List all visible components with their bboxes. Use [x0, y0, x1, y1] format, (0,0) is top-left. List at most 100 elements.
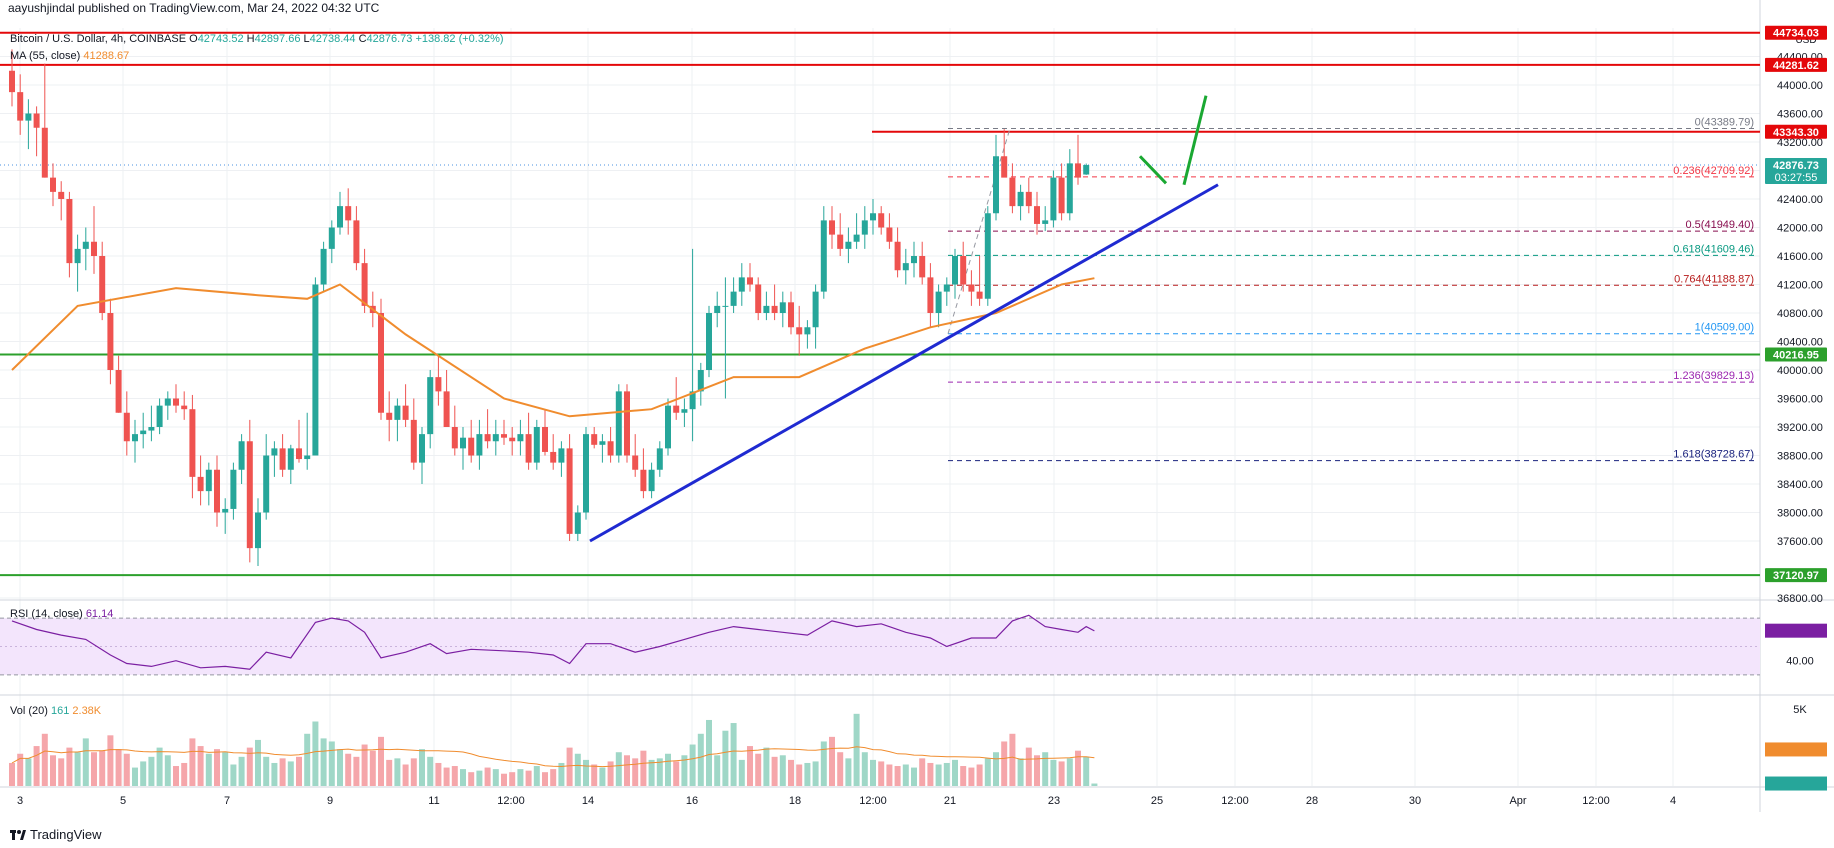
candle-body [173, 398, 179, 406]
volume-bar [1034, 755, 1040, 786]
candle-body [33, 113, 40, 128]
legend-part: Vol (20) [10, 705, 51, 717]
candle-body [845, 241, 852, 249]
volume-bar [501, 773, 507, 786]
legend-part: +138.82 (+0.32%) [415, 33, 503, 45]
volume-bar [345, 753, 352, 786]
candle-body [148, 427, 155, 431]
x-tick-label: 12:00 [497, 795, 525, 807]
candle-body [255, 512, 261, 549]
volume-bar [747, 746, 753, 786]
badge-support-2: 37120.97 [1773, 570, 1819, 582]
candle-body [238, 441, 245, 470]
y-tick-label: 38000.00 [1777, 508, 1823, 520]
volume-bar [763, 747, 770, 786]
y-tick-label: 39200.00 [1777, 422, 1823, 434]
candle-body [222, 508, 229, 513]
volume-bar [935, 764, 942, 786]
volume-bar [287, 761, 294, 786]
volume-bar [337, 749, 343, 786]
candle-body [984, 213, 991, 299]
candle-body [271, 448, 278, 456]
volume-bar [263, 756, 270, 786]
volume-bar [1009, 733, 1016, 786]
volume-bar [804, 762, 811, 786]
legend-part: 42876.73 [367, 33, 416, 45]
candle-body [656, 448, 663, 470]
volume-bar [140, 761, 147, 786]
candle-body [320, 248, 327, 285]
volume-tick-label: 5K [1793, 704, 1807, 716]
candle-body [1025, 191, 1032, 207]
legend-part: H [247, 33, 255, 45]
volume-ma-line [11, 746, 1095, 768]
trend-drawings [589, 95, 1219, 543]
volume-bar [394, 758, 401, 786]
candle-body [583, 434, 589, 513]
candle-body [738, 277, 745, 292]
candle-body [501, 434, 507, 438]
badge-resistance-1-bg [1765, 57, 1827, 72]
volume-bar [1017, 758, 1024, 786]
volume-bar [304, 733, 311, 786]
candle-body [509, 437, 516, 442]
volume-bar [878, 761, 885, 786]
legend-part: 2.38K [72, 705, 101, 717]
candle-body [517, 434, 524, 442]
volume-bar [1050, 759, 1057, 786]
candle-body [17, 92, 24, 121]
y-tick-label: 37600.00 [1777, 536, 1823, 548]
volume-bar [591, 764, 598, 786]
y-tick-label: 40400.00 [1777, 337, 1823, 349]
candle-body [378, 313, 384, 413]
chart-labels: Bitcoin / U.S. Dollar, 4h, COINBASE O427… [10, 33, 504, 717]
volume-bar [820, 741, 827, 786]
volume-bar [632, 758, 639, 786]
volume-bar [812, 761, 819, 786]
x-tick-label: 23 [1048, 795, 1060, 807]
volume-bar [886, 764, 893, 786]
volume-bar [517, 769, 524, 786]
candle-body [41, 127, 48, 178]
volume-bar [468, 772, 475, 786]
candle-body [156, 405, 163, 427]
candle-body [886, 227, 893, 242]
badge-top: 44734.03 [1773, 28, 1819, 40]
y-tick-label: 41200.00 [1777, 280, 1823, 292]
candle-body [1066, 163, 1073, 214]
trend-line [589, 183, 1219, 543]
volume-bar [386, 759, 393, 786]
y-tick-label: 40000.00 [1777, 365, 1823, 377]
candle-body [189, 409, 196, 477]
volume-bar [919, 758, 926, 786]
y-tick-label: 36800.00 [1777, 593, 1823, 605]
candle-body [1050, 177, 1057, 221]
candle-body [82, 241, 89, 249]
footer-logo[interactable]: TradingView [10, 827, 102, 842]
volume-bar [861, 752, 868, 786]
volume-bar [164, 755, 171, 786]
volume-bar [435, 762, 442, 786]
volume-bar [574, 753, 581, 786]
volume-bar [1066, 758, 1073, 786]
candle-body [697, 370, 704, 392]
candle-body [837, 234, 844, 249]
y-tick-label: 43600.00 [1777, 109, 1823, 121]
volume-bar [320, 738, 327, 786]
volume-bar [779, 755, 786, 786]
volume-bar [123, 753, 130, 786]
y-tick-label: 38800.00 [1777, 451, 1823, 463]
volume-bar [566, 747, 573, 786]
volume-bar [509, 772, 516, 786]
volume-bar [968, 767, 975, 786]
candle-body [9, 70, 15, 93]
volume-bar [25, 758, 32, 786]
volume-bar [1001, 741, 1008, 786]
fib-level-label: 0.764(41188.87) [1674, 273, 1754, 285]
candle-body [460, 437, 466, 449]
candle-body [181, 405, 188, 410]
candle-body [689, 391, 696, 410]
candle-body [919, 256, 926, 278]
volume-bar [17, 753, 24, 786]
candles [9, 49, 1090, 566]
